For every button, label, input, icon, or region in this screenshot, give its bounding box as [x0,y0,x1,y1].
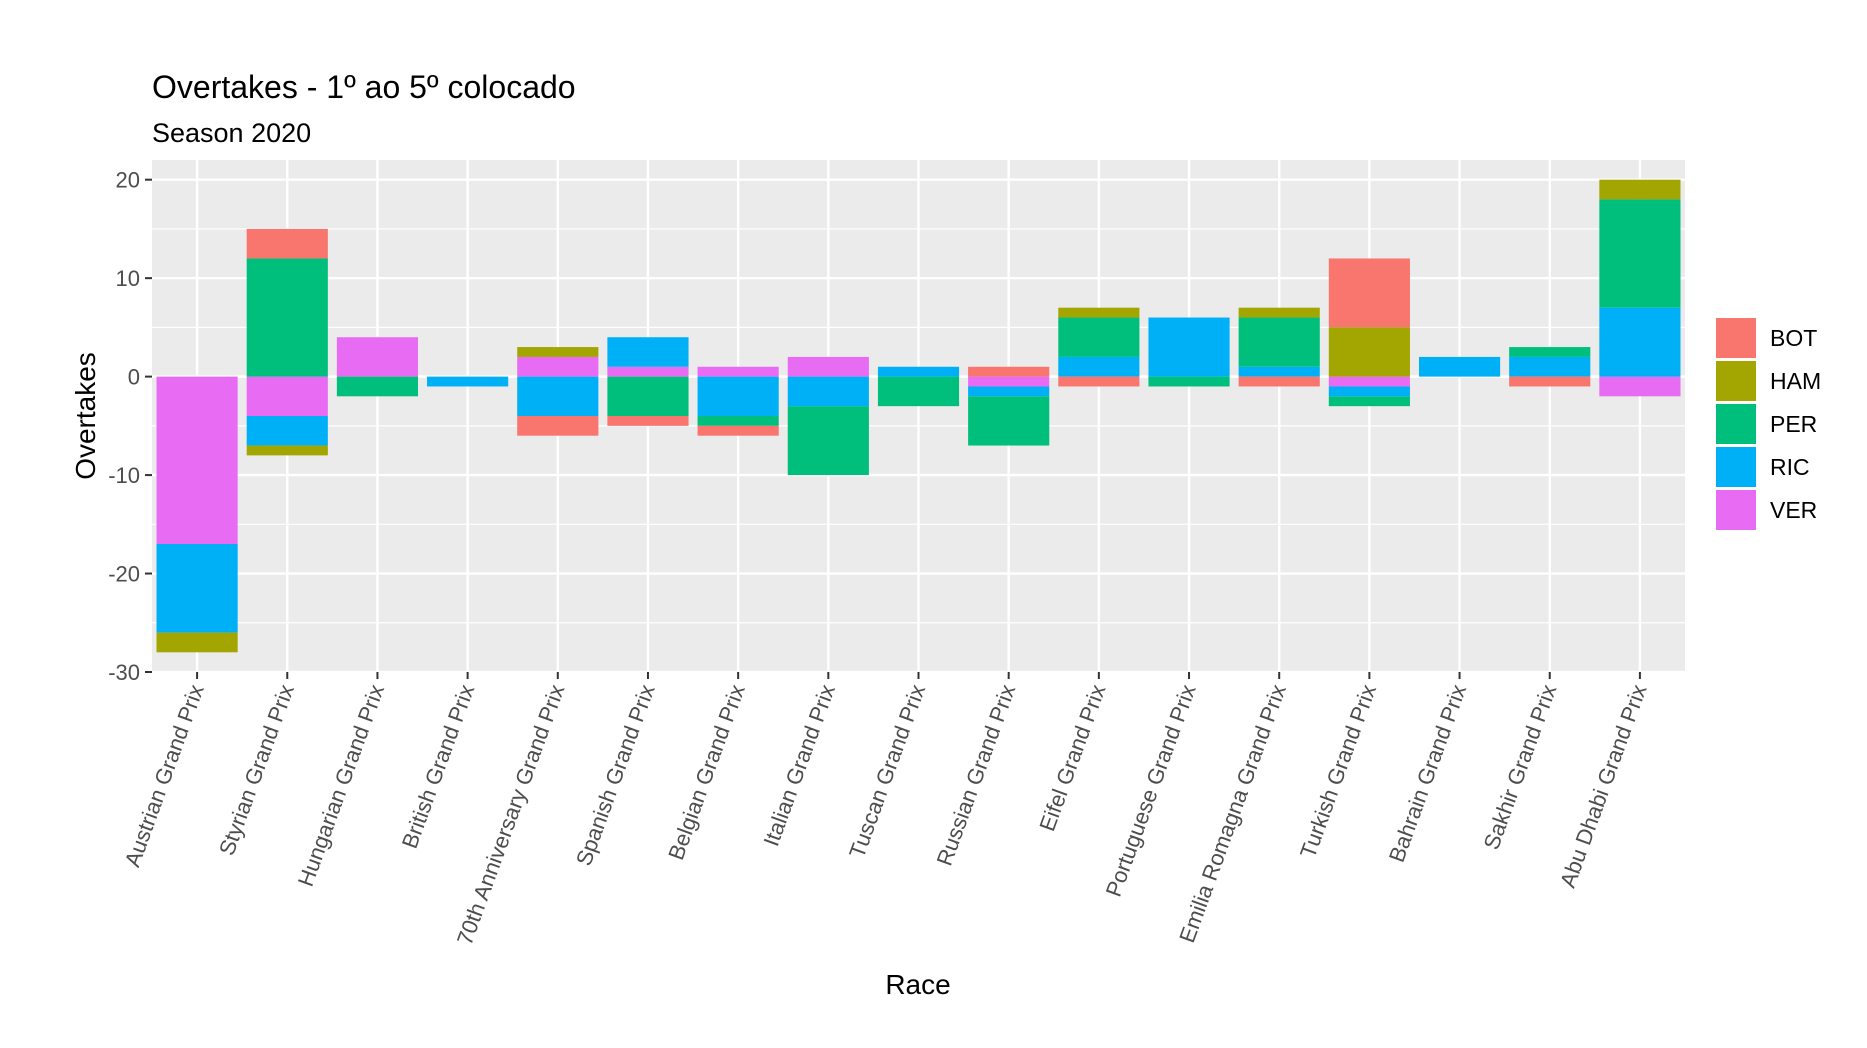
legend-key [1716,447,1756,487]
bar-segment [968,376,1050,387]
bar-segment [517,356,599,377]
bar-segment [246,258,328,377]
x-tick-label: Hungarian Grand Prix [293,681,389,889]
bar-segment [877,366,960,377]
x-tick-label: Eifel Grand Prix [1034,681,1110,834]
y-tick-label: 10 [116,266,140,291]
x-tick-label: 70th Anniversary Grand Prix [452,681,570,948]
bar-segment [246,228,328,259]
y-tick-label: 20 [116,168,140,193]
y-tick-label: -30 [108,660,140,685]
bar-segment [336,376,419,397]
bar-segment [1328,396,1410,407]
bar-segment [156,376,238,544]
x-tick-label: Italian Grand Prix [758,681,840,849]
chart-subtitle: Season 2020 [152,118,311,148]
bar-segment [1509,356,1591,377]
bar-segment [1058,317,1140,357]
legend-key [1716,318,1756,358]
x-tick-label: Bahrain Grand Prix [1384,681,1471,865]
bar-segment [1148,376,1230,387]
legend-label: BOT [1770,325,1817,351]
bar-segment [156,544,238,633]
bar-segment [246,376,328,416]
bar-segment [1328,258,1410,328]
y-axis-title: Overtakes [70,352,101,480]
x-tick-label: Russian Grand Prix [932,681,1021,869]
x-tick-label: Sakhir Grand Prix [1479,681,1562,853]
x-tick-label: Spanish Grand Prix [571,681,660,869]
bar-segment [517,416,599,436]
bar-segment [1058,376,1140,387]
bar-segment [697,416,779,426]
bar-segment [1509,376,1591,387]
bar-segment [607,416,689,426]
x-tick-label: Portuguese Grand Prix [1101,681,1201,900]
legend-label: PER [1770,411,1817,437]
legend-key [1716,404,1756,444]
bar-segment [427,376,509,387]
bar-segment [787,406,869,476]
bar-segment [697,376,779,416]
x-tick-label: Turkish Grand Prix [1295,681,1381,861]
legend-label: HAM [1770,368,1821,394]
chart-title: Overtakes - 1º ao 5º colocado [152,69,576,105]
x-tick-label: Abu Dhabi Grand Prix [1555,681,1652,891]
bar-segment [1599,179,1681,200]
bar-segment [968,396,1050,446]
bars [156,179,1681,653]
bar-segment [787,356,869,377]
bar-segment [1599,199,1681,308]
bar-segment [607,376,689,416]
legend-key [1716,361,1756,401]
x-tick-label: British Grand Prix [397,681,479,852]
x-tick-label: Tuscan Grand Prix [844,681,930,861]
x-tick-label: Belgian Grand Prix [663,681,750,863]
bar-segment [1148,317,1230,377]
y-tick-label: -20 [108,562,140,587]
bar-segment [1238,317,1320,367]
y-tick-label: -10 [108,463,140,488]
bar-segment [1599,376,1681,397]
bar-segment [1418,356,1501,377]
bar-segment [1328,376,1410,387]
bar-segment [517,376,599,416]
bar-segment [968,366,1050,377]
bar-segment [1238,376,1320,387]
bar-segment [246,416,328,446]
x-axis-title: Race [885,969,950,1000]
legend-label: RIC [1770,454,1810,480]
bar-segment [607,366,689,377]
y-tick-label: 0 [128,365,140,390]
bar-segment [968,386,1050,397]
x-tick-label: Styrian Grand Prix [214,681,299,858]
bar-segment [1058,307,1140,318]
bar-segment [877,376,960,407]
legend-label: VER [1770,497,1817,523]
bar-segment [1238,307,1320,318]
bar-segment [697,366,779,377]
x-tick-label: Austrian Grand Prix [120,681,209,870]
legend: BOT HAM PER RIC VER [1716,318,1821,530]
bar-segment [607,337,689,367]
bar-segment [1599,307,1681,377]
bar-segment [1328,327,1410,377]
x-tick-label: Emilia Romagna Grand Prix [1174,681,1291,946]
legend-key [1716,490,1756,530]
bar-segment [697,425,779,436]
bar-segment [1238,366,1320,377]
bar-segment [517,347,599,357]
bar-segment [156,632,238,653]
bar-segment [787,376,869,407]
bar-segment [246,445,328,456]
bar-segment [1328,386,1410,397]
bar-segment [336,337,419,377]
bar-segment [1058,356,1140,377]
bar-segment [1509,347,1591,357]
